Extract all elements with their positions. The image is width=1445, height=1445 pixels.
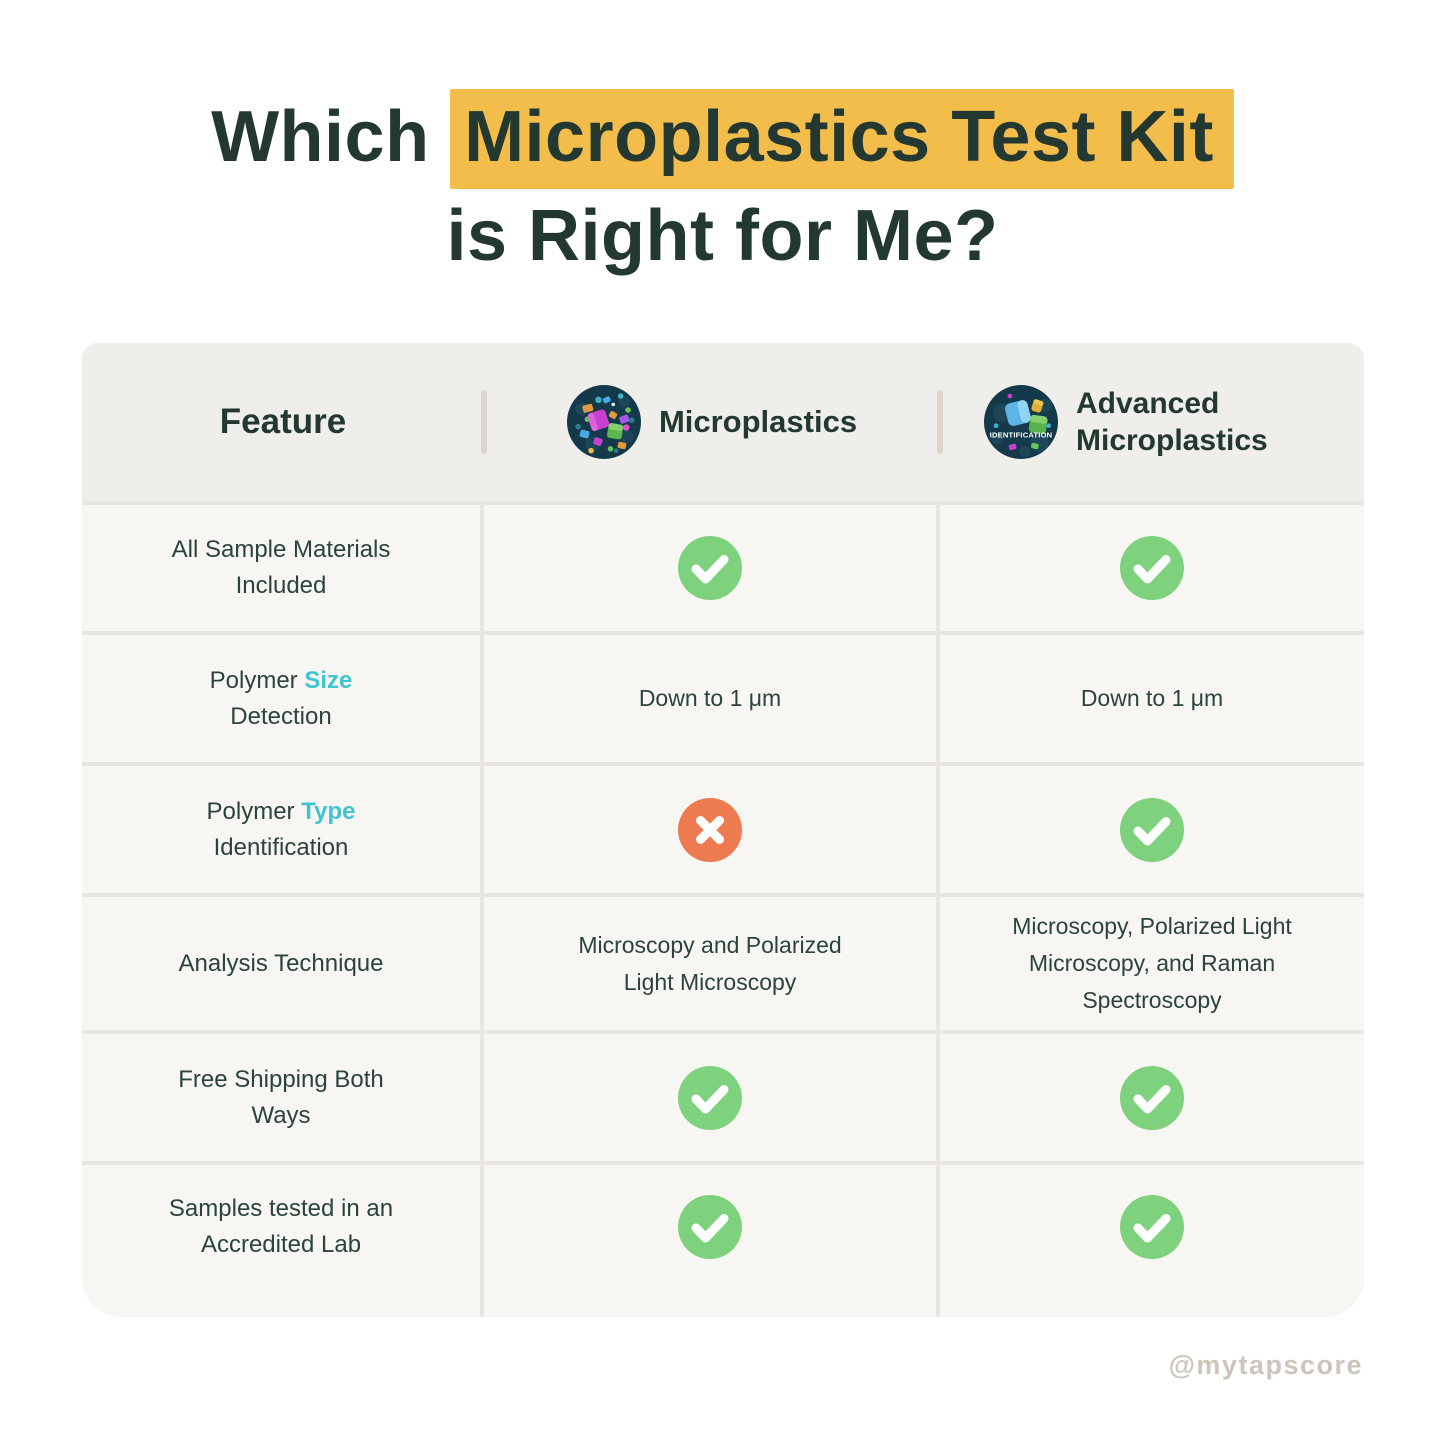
- text-cell: Microscopy, Polarized Light Microscopy, …: [940, 897, 1364, 1030]
- check-cell: [940, 505, 1364, 631]
- feature-text: Included: [235, 572, 327, 599]
- check-icon: [1120, 1065, 1184, 1130]
- feature-label: Free Shipping Both Ways: [178, 1062, 383, 1134]
- feature-text: Identification: [213, 833, 349, 861]
- feature-text: Ways: [251, 1101, 311, 1129]
- header-divider: [481, 390, 487, 454]
- cross-cell: [484, 766, 936, 893]
- feature-text: Analysis Technique: [178, 949, 384, 977]
- feature-text: Detection: [230, 702, 332, 730]
- page-title: Which Microplastics Test Kit is Right fo…: [0, 88, 1445, 287]
- title-line-1: Which Microplastics Test Kit: [0, 88, 1445, 189]
- text-cell: Microscopy and Polarized Light Microscop…: [484, 897, 936, 1030]
- microplastics-kit-icon: [566, 385, 641, 459]
- check-icon: [678, 1195, 742, 1259]
- check-cell: [484, 1034, 936, 1161]
- cross-icon: [678, 797, 742, 862]
- feature-label: Polymer Type Identification: [207, 794, 356, 866]
- feature-cell: All Sample Materials Included: [82, 505, 480, 631]
- feature-text: Samples tested in an: [168, 1195, 394, 1222]
- identification-label: IDENTIFICATION: [990, 431, 1053, 440]
- feature-cell: Polymer Size Detection: [82, 635, 480, 762]
- feature-cell: Polymer Type Identification: [82, 766, 480, 893]
- title-highlight: Microplastics Test Kit: [450, 89, 1234, 189]
- check-cell: [940, 1034, 1364, 1161]
- feature-label: Analysis Technique: [178, 946, 383, 982]
- microplastics-column-header: Microplastics: [484, 385, 940, 459]
- title-line-2: is Right for Me?: [446, 196, 999, 277]
- check-cell: [484, 505, 936, 631]
- feature-text: Polymer: [209, 666, 305, 694]
- check-icon: [1120, 536, 1184, 600]
- comparison-table: Feature: [82, 343, 1364, 1317]
- table-header: Feature: [82, 343, 1364, 501]
- check-icon: [678, 536, 742, 600]
- check-icon: [678, 1065, 742, 1130]
- title-prefix: Which: [211, 97, 451, 177]
- feature-text: Free Shipping Both: [178, 1065, 384, 1093]
- feature-cell: Samples tested in an Accredited Lab: [82, 1165, 480, 1317]
- kit-name: Microplastics: [658, 404, 858, 439]
- text-cell: Down to 1 μm: [940, 635, 1364, 762]
- cell-text: Down to 1 μm: [638, 685, 782, 712]
- check-cell: [940, 1165, 1364, 1317]
- check-cell: [940, 766, 1364, 893]
- feature-label: Samples tested in an Accredited Lab: [169, 1191, 393, 1263]
- feature-cell: Free Shipping Both Ways: [82, 1034, 480, 1161]
- kit-name: Advanced Microplastics: [1076, 386, 1268, 458]
- cell-text: Down to 1 μm: [1080, 685, 1224, 712]
- advanced-microplastics-column-header: IDENTIFICATION Advanced Microplastics: [940, 385, 1364, 460]
- header-divider: [937, 390, 943, 454]
- cell-text: Microscopy, Polarized Light Microscopy, …: [1012, 913, 1292, 1013]
- feature-cell: Analysis Technique: [82, 897, 480, 1030]
- check-cell: [484, 1165, 936, 1317]
- advanced-microplastics-kit-icon: IDENTIFICATION: [984, 385, 1058, 459]
- feature-text: All Sample Materials: [171, 536, 391, 563]
- feature-text: Accredited Lab: [200, 1231, 362, 1258]
- check-icon: [1120, 797, 1184, 862]
- feature-accent-word: Size: [304, 666, 353, 694]
- feature-label: All Sample Materials Included: [172, 532, 391, 604]
- text-cell: Down to 1 μm: [484, 635, 936, 762]
- check-icon: [1120, 1195, 1184, 1259]
- feature-column-header: Feature: [219, 402, 347, 441]
- cell-text: Microscopy and Polarized Light Microscop…: [578, 931, 842, 995]
- watermark: @mytapscore: [1168, 1350, 1363, 1380]
- feature-text: Polymer: [206, 797, 302, 825]
- feature-accent-word: Type: [301, 797, 356, 825]
- feature-label: Polymer Size Detection: [210, 663, 353, 735]
